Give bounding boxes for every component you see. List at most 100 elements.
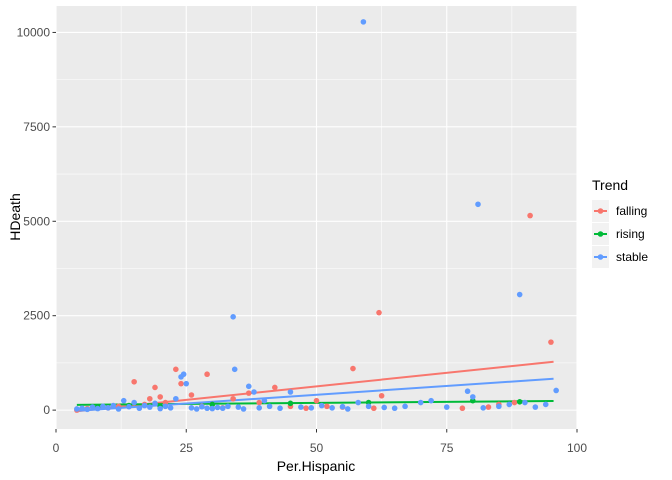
stable-point (94, 405, 101, 412)
falling-point (272, 384, 278, 391)
stable-point (230, 314, 236, 320)
stable-point (287, 389, 294, 395)
falling-point (157, 394, 163, 400)
legend-key-point (597, 254, 604, 260)
stable-point (266, 403, 273, 410)
stable-point (231, 366, 238, 373)
stable-point (199, 403, 205, 410)
stable-point (173, 395, 179, 402)
y-tick-label: 7500 (23, 120, 50, 134)
stable-point (100, 403, 106, 410)
stable-point (245, 383, 252, 390)
legend: Trend falling rising stable (592, 177, 648, 268)
falling-point (371, 405, 377, 412)
y-tick-label: 2500 (23, 309, 50, 323)
x-tick-label: 50 (310, 441, 324, 455)
rising-point (287, 400, 294, 407)
stable-point (141, 402, 148, 409)
tick-labels: 0 25 50 75 100 0 2500 5000 7500 10000 (17, 25, 588, 455)
stable-point (105, 405, 111, 411)
legend-keys: falling rising stable (592, 200, 648, 268)
stable-point (240, 406, 247, 412)
stable-point (193, 406, 200, 412)
stable-point (381, 404, 388, 411)
falling-point (376, 309, 382, 316)
stable-point (120, 397, 127, 404)
stable-point (188, 405, 195, 411)
stable-point (110, 402, 117, 409)
stable-point (115, 406, 122, 412)
stable-point (256, 405, 262, 411)
stable-point (339, 403, 346, 410)
stable-point (542, 401, 549, 408)
stable-point (428, 397, 434, 404)
falling-point (188, 392, 195, 398)
falling-point (459, 405, 466, 412)
stable-point (344, 406, 351, 412)
stable-point (298, 404, 304, 410)
falling-point (245, 390, 252, 396)
falling-point (527, 212, 533, 219)
x-tick-label: 0 (53, 441, 60, 455)
y-axis-title: HDeath (7, 193, 23, 240)
major-gridlines (55, 6, 578, 429)
stable-point (506, 401, 513, 408)
rising-point (209, 401, 216, 408)
stable-point (443, 404, 450, 410)
stable-point (308, 405, 315, 411)
stable-point (157, 405, 163, 412)
stable-point (89, 404, 96, 410)
legend-label-rising: rising (616, 227, 645, 241)
stable-point (480, 405, 487, 411)
falling-point (152, 384, 158, 391)
x-axis-title: Per.Hispanic (277, 458, 356, 474)
stable-point (355, 399, 361, 406)
x-tick-label: 100 (567, 441, 587, 455)
stable-point (225, 403, 231, 410)
legend-key-point (597, 208, 604, 214)
stable-point (131, 399, 137, 406)
stable-point (464, 388, 471, 395)
legend-label-falling: falling (616, 204, 647, 218)
stable-point (251, 389, 257, 395)
x-tick-label: 25 (180, 441, 194, 455)
stable-point (146, 404, 153, 410)
legend-key-point (597, 231, 604, 237)
stable-point (391, 405, 398, 412)
legend-title: Trend (592, 177, 628, 193)
stable-point (261, 397, 268, 404)
stable-point (74, 406, 80, 412)
falling-point (204, 371, 210, 378)
stable-point (180, 371, 187, 378)
falling-point (313, 397, 320, 404)
falling-point (256, 399, 262, 406)
falling-point (548, 339, 554, 345)
stable-point (365, 403, 372, 410)
falling-point (146, 395, 153, 402)
stable-point (318, 402, 325, 409)
stable-point (136, 405, 143, 412)
falling-point (131, 378, 137, 385)
legend-label-stable: stable (616, 250, 648, 264)
falling-point (378, 392, 385, 399)
stable-point (219, 405, 226, 412)
data-points (74, 19, 559, 413)
x-tick-label: 75 (440, 441, 454, 455)
falling-point (511, 399, 518, 406)
stable-point (79, 405, 85, 412)
stable-point (214, 404, 221, 411)
falling-point (178, 380, 184, 387)
falling-point (485, 404, 492, 410)
stable-point (126, 403, 132, 410)
stable-point (277, 405, 283, 412)
stable-point (167, 405, 174, 411)
stable-point (204, 405, 210, 412)
stable-point (516, 291, 523, 298)
stable-point (152, 400, 158, 407)
axis-ticks (52, 31, 578, 433)
stable-point (522, 399, 528, 406)
falling-point (303, 405, 309, 412)
stable-point (475, 201, 481, 208)
stable-point (553, 387, 559, 394)
y-tick-label: 0 (43, 403, 50, 417)
